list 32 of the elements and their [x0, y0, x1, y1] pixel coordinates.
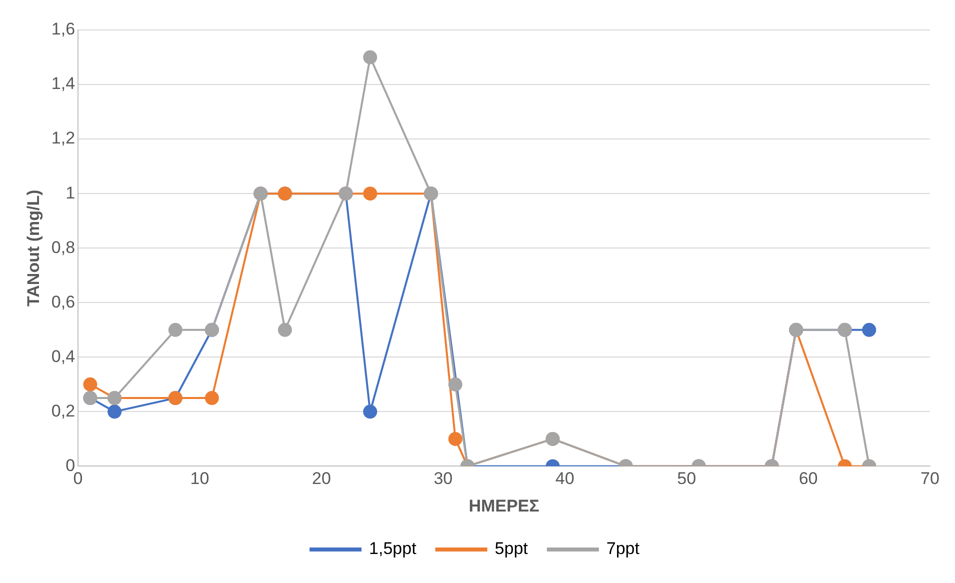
x-tick-label: 40 — [555, 469, 574, 488]
x-tick-label: 50 — [677, 469, 696, 488]
y-tick-label: 0,8 — [51, 238, 76, 257]
x-tick-label: 20 — [312, 469, 331, 488]
y-tick-label: 0,4 — [51, 346, 76, 366]
point — [363, 50, 378, 64]
x-axis-title: ΗΜΕΡΕΣ — [468, 496, 540, 516]
y-tick-label: 1,6 — [51, 20, 76, 39]
point — [108, 404, 122, 419]
x-tick-label: 70 — [920, 469, 940, 488]
point — [448, 432, 462, 446]
point — [448, 377, 462, 392]
point — [278, 322, 292, 337]
y-tick-label: 1 — [66, 183, 76, 202]
legend-label: 5ppt — [494, 539, 528, 558]
y-axis-title: TANout (mg/L) — [24, 190, 43, 306]
x-tick-label: 30 — [434, 469, 453, 488]
point — [83, 377, 98, 392]
x-tick-label: 60 — [798, 469, 818, 488]
point — [363, 404, 378, 419]
legend-label: 1,5ppt — [369, 539, 417, 558]
point — [204, 391, 219, 406]
y-tick-label: 0,6 — [51, 292, 76, 312]
point — [862, 322, 876, 337]
y-tick-label: 0,2 — [51, 401, 76, 420]
y-tick-label: 0 — [66, 456, 76, 475]
point — [363, 186, 378, 201]
y-tick-label: 1,2 — [51, 128, 76, 148]
y-tick-label: 1,4 — [51, 74, 76, 94]
legend-label: 7ppt — [606, 539, 640, 558]
point — [168, 322, 182, 337]
x-tick-label: 10 — [190, 469, 210, 488]
